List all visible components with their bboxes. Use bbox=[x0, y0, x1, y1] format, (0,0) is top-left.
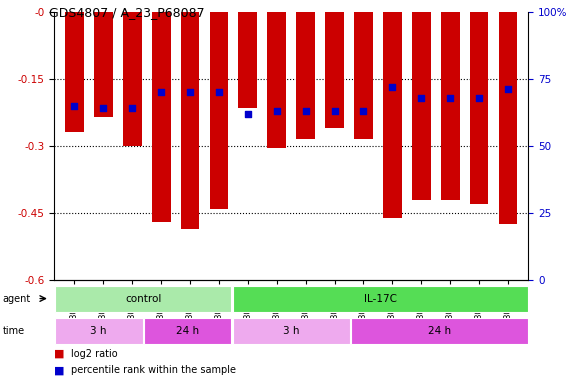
Bar bbox=[351, 318, 528, 344]
Bar bbox=[94, 12, 112, 117]
Point bbox=[388, 84, 397, 90]
Bar bbox=[232, 318, 350, 344]
Point bbox=[156, 89, 166, 95]
Bar bbox=[498, 12, 517, 224]
Point bbox=[330, 108, 339, 114]
Bar bbox=[383, 12, 402, 218]
Point bbox=[70, 103, 79, 109]
Bar bbox=[232, 286, 528, 311]
Point bbox=[359, 108, 368, 114]
Point bbox=[301, 108, 310, 114]
Text: IL-17C: IL-17C bbox=[364, 293, 397, 304]
Point bbox=[243, 111, 252, 117]
Bar bbox=[239, 12, 258, 108]
Text: agent: agent bbox=[3, 293, 31, 304]
Text: percentile rank within the sample: percentile rank within the sample bbox=[71, 365, 236, 375]
Point bbox=[186, 89, 195, 95]
Bar bbox=[65, 12, 84, 132]
Text: 3 h: 3 h bbox=[283, 326, 299, 336]
Point bbox=[445, 94, 455, 101]
Bar bbox=[441, 12, 460, 200]
Point bbox=[272, 108, 282, 114]
Point bbox=[417, 94, 426, 101]
Point bbox=[128, 105, 137, 111]
Bar bbox=[412, 12, 431, 200]
Text: control: control bbox=[125, 293, 161, 304]
Bar bbox=[55, 286, 231, 311]
Text: ■: ■ bbox=[54, 349, 65, 359]
Bar bbox=[470, 12, 488, 204]
Bar bbox=[180, 12, 199, 229]
Bar bbox=[55, 318, 143, 344]
Point bbox=[475, 94, 484, 101]
Text: 24 h: 24 h bbox=[176, 326, 199, 336]
Point bbox=[99, 105, 108, 111]
Point bbox=[504, 86, 513, 93]
Bar bbox=[123, 12, 142, 146]
Bar bbox=[267, 12, 286, 148]
Text: log2 ratio: log2 ratio bbox=[71, 349, 118, 359]
Bar bbox=[210, 12, 228, 209]
Bar bbox=[296, 12, 315, 139]
Bar bbox=[152, 12, 171, 222]
Text: time: time bbox=[3, 326, 25, 336]
Bar bbox=[144, 318, 231, 344]
Text: ■: ■ bbox=[54, 365, 65, 375]
Text: GDS4807 / A_23_P68087: GDS4807 / A_23_P68087 bbox=[49, 6, 204, 19]
Text: 24 h: 24 h bbox=[428, 326, 451, 336]
Point bbox=[214, 89, 223, 95]
Bar bbox=[325, 12, 344, 128]
Text: 3 h: 3 h bbox=[90, 326, 107, 336]
Bar bbox=[354, 12, 373, 139]
